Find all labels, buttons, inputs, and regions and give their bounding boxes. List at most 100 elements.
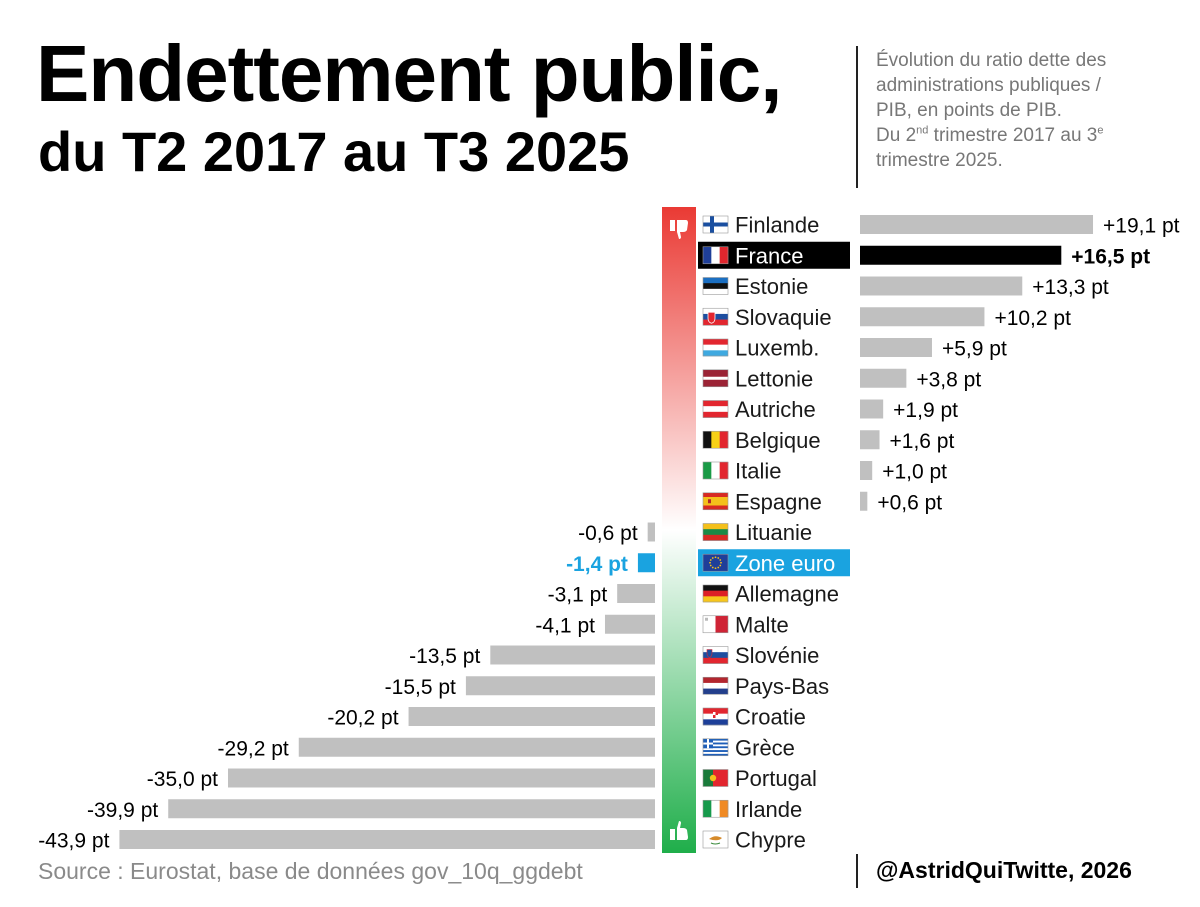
category-label: Chypre [735,828,806,853]
thumbs-down-icon [670,220,688,239]
subtitle-line: Évolution du ratio dette des [876,50,1107,71]
flag-icon [702,307,729,326]
flag-icon [702,492,729,511]
category-label: Luxemb. [735,336,819,361]
value-label: +1,0 pt [882,461,947,484]
subtitle-line: PIB, en points de PIB. [876,100,1062,121]
bar [298,737,655,757]
bar [860,215,1094,234]
bar [860,338,932,357]
category-label: Estonie [735,274,808,299]
flag-icon [702,738,729,757]
value-label: +0,6 pt [877,491,942,514]
bar [647,522,655,542]
value-label: -0,6 pt [578,522,638,545]
value-label: +13,3 pt [1032,276,1109,299]
bar [860,307,985,327]
value-label: +16,5 pt [1071,245,1150,268]
value-label: -20,2 pt [327,707,398,730]
value-label: +1,9 pt [893,399,958,422]
bar [465,676,655,696]
bar [860,399,884,419]
bar [168,799,655,819]
category-label: Portugal [735,766,817,791]
value-label: -35,0 pt [147,768,218,791]
value-label: -39,9 pt [87,799,158,822]
bar [228,768,655,788]
flag-icon [702,676,729,695]
bar [617,584,655,603]
subtitle-line: Du 2nd trimestre 2017 au 3e [876,124,1104,146]
flag-icon [702,799,729,818]
flag-icon [702,430,729,449]
category-label: Grèce [735,735,795,760]
category-label: Pays-Bas [735,674,829,699]
category-label: Zone euro [735,551,835,576]
category-label: Lituanie [735,520,812,545]
bar [490,645,655,665]
flag-icon [702,400,729,418]
value-label: +10,2 pt [994,307,1071,330]
flag-icon [702,369,729,388]
category-label: Allemagne [735,582,839,607]
flag-icon [702,553,729,572]
bar [860,245,1062,265]
category-label: France [735,243,803,268]
bar [604,614,655,634]
source-note: Source : Eurostat, base de données gov_1… [38,858,583,884]
category-label: Italie [735,459,781,484]
subtitle-separator [856,46,858,188]
category-label: Autriche [735,397,816,422]
author-credit: @AstridQuiTwitte, 2026 [876,857,1132,883]
bar [860,461,873,480]
flag-icon [702,338,729,357]
category-label: Slovénie [735,643,819,668]
bar [860,430,880,450]
value-label: -29,2 pt [218,737,289,760]
bar [408,707,655,726]
flag-icon [702,584,729,603]
flag-icon [702,215,729,234]
flag-icon [702,769,729,787]
flag-icon [702,615,729,634]
value-label: -1,4 pt [566,553,628,576]
chart-subtitle: Évolution du ratio dette des administrat… [876,48,1176,173]
bar [860,276,1023,296]
flag-icon [702,461,729,480]
flag-icon [702,246,729,265]
flag-icon [702,523,729,541]
value-label: +1,6 pt [890,430,955,453]
value-label: +3,8 pt [916,368,981,391]
value-label: +19,1 pt [1103,215,1180,238]
category-label: Slovaquie [735,305,832,330]
bar [119,830,656,849]
bar [637,553,655,573]
value-label: +5,9 pt [942,338,1007,361]
subtitle-line: trimestre 2025. [876,150,1003,171]
value-label: -13,5 pt [409,645,480,668]
flag-icon [702,707,729,726]
center-gradient-strip [662,207,696,853]
value-label: -43,9 pt [38,830,109,853]
thumbs-up-icon [670,821,688,840]
footer-separator [856,854,858,888]
subtitle-line: administrations publiques / [876,75,1101,96]
category-label: Finlande [735,213,819,238]
flag-icon [702,277,729,295]
chart-title: Endettement public, [36,29,782,118]
bar [860,491,868,511]
flag-icon [702,830,729,849]
category-label: Croatie [735,705,806,730]
category-label: Belgique [735,428,821,453]
flag-icon [702,646,729,664]
value-label: -3,1 pt [548,584,608,607]
value-label: -15,5 pt [385,676,456,699]
category-label: Lettonie [735,366,813,391]
category-label: Irlande [735,797,802,822]
category-label: Espagne [735,489,822,514]
value-label: -4,1 pt [535,614,595,637]
bar [860,368,907,388]
chart-title-period: du T2 2017 au T3 2025 [38,120,630,183]
category-label: Malte [735,612,789,637]
